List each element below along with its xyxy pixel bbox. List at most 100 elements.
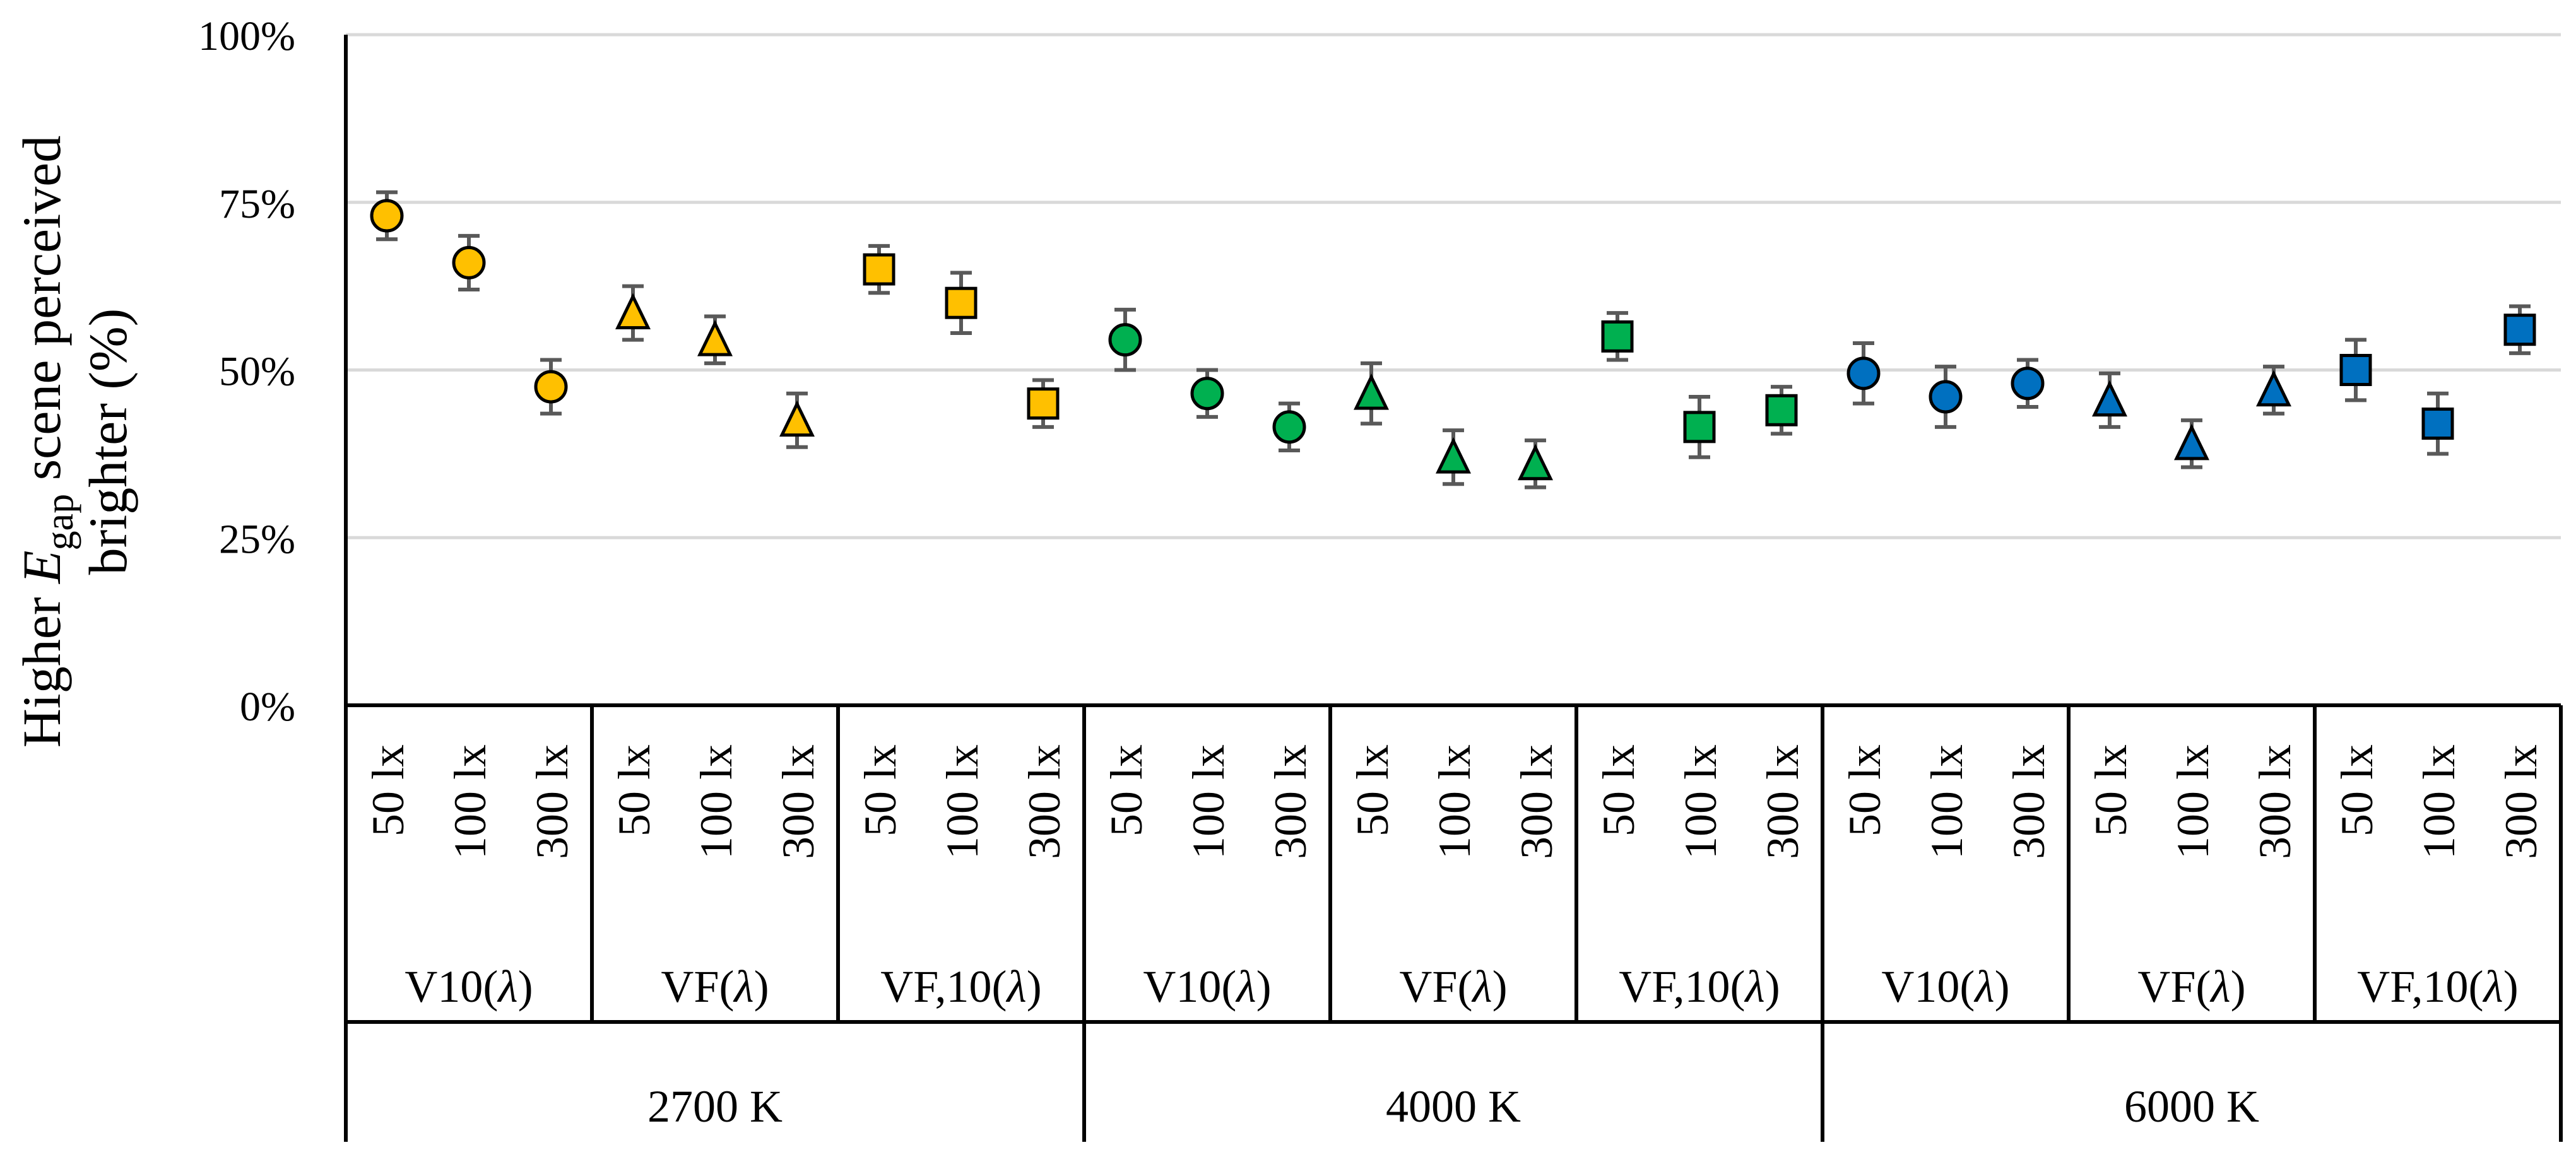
marker-circle [1272, 410, 1306, 444]
data-point-2700K-4 [697, 314, 733, 365]
marker-square [2339, 354, 2372, 386]
function-label-2-0: V10(λ) [1881, 961, 2009, 1012]
marker-square [2421, 408, 2454, 440]
data-point-6000K-4 [2174, 418, 2209, 469]
marker-square [1683, 411, 1716, 443]
x-tick-label-18: 50 lx [1840, 744, 1890, 836]
data-point-2700K-6 [863, 244, 895, 295]
x-tick-label-12: 50 lx [1347, 744, 1398, 836]
data-point-6000K-0 [1846, 341, 1881, 406]
x-tick-label-16: 100 lx [1675, 744, 1726, 859]
x-tick-label-20: 300 lx [2004, 744, 2054, 859]
data-point-6000K-1 [1929, 365, 1963, 429]
data-point-4000K-0 [1108, 307, 1142, 372]
group-label-2: 6000 K [2124, 1081, 2259, 1132]
x-tick-label-22: 100 lx [2168, 744, 2218, 859]
group-label-1: 4000 K [1386, 1081, 1521, 1132]
x-tick-label-23: 300 lx [2250, 744, 2300, 859]
x-tick-label-1: 100 lx [445, 744, 495, 859]
marker-triangle [697, 319, 733, 356]
axes [344, 35, 2563, 1142]
marker-triangle [1518, 443, 1553, 481]
x-tick-label-14: 300 lx [1511, 744, 1562, 859]
marker-square [1765, 394, 1798, 426]
x-tick-label-24: 50 lx [2332, 744, 2382, 836]
marker-triangle [1436, 437, 1471, 474]
x-tick-label-3: 50 lx [609, 744, 659, 836]
data-point-4000K-5 [1518, 438, 1553, 490]
function-label-1-0: V10(λ) [1143, 961, 1271, 1012]
data-point-2700K-0 [370, 190, 404, 242]
x-category-labels: 50 lx 100 lx 300 lx 50 lx 100 lx 300 lx 50 lx 1… [363, 744, 2546, 1132]
x-tick-label-25: 100 lx [2414, 744, 2464, 859]
marker-triangle [779, 400, 815, 437]
y-axis-label-line1: Higher Egap scene perceived [11, 136, 81, 748]
data-point-6000K-8 [2503, 304, 2536, 355]
gridlines [346, 33, 2561, 539]
x-tick-label-7: 100 lx [937, 744, 988, 859]
data-point-4000K-7 [1683, 395, 1716, 459]
data-point-4000K-1 [1190, 368, 1224, 419]
marker-square [1601, 320, 1634, 353]
x-tick-label-15: 50 lx [1593, 744, 1644, 836]
marker-circle [2011, 367, 2045, 401]
x-tick-label-9: 50 lx [1101, 744, 1152, 836]
group-label-0: 2700 K [647, 1081, 783, 1132]
x-tick-label-13: 100 lx [1429, 744, 1480, 859]
marker-square [1027, 387, 1060, 420]
data-marks [370, 190, 2536, 490]
y-tick-label-75: 75% [219, 181, 295, 227]
data-point-2700K-7 [945, 271, 978, 336]
y-tick-labels: 0% 25% 50% 75% 100% [198, 13, 295, 730]
x-tick-label-8: 300 lx [1019, 744, 1070, 859]
x-tick-label-5: 300 lx [773, 744, 824, 859]
function-label-1-1: VF(λ) [1399, 961, 1507, 1012]
marker-circle [1846, 356, 1881, 390]
x-tick-label-2: 300 lx [527, 744, 577, 859]
data-point-6000K-2 [2011, 358, 2045, 409]
function-label-0-1: VF(λ) [661, 961, 769, 1012]
function-label-0-2: VF,10(λ) [880, 961, 1041, 1012]
marker-triangle [1354, 373, 1389, 410]
y-axis-label-line2: brighter (%) [78, 308, 138, 575]
y-tick-label-50: 50% [219, 349, 295, 395]
data-point-2700K-8 [1027, 378, 1060, 429]
x-tick-label-11: 300 lx [1265, 744, 1316, 859]
data-point-4000K-8 [1765, 385, 1798, 436]
function-label-2-2: VF,10(λ) [2357, 961, 2518, 1012]
marker-circle [1929, 380, 1963, 414]
marker-triangle [2092, 380, 2127, 417]
marker-circle [1108, 323, 1142, 357]
marker-triangle [2174, 423, 2209, 461]
x-tick-label-26: 300 lx [2496, 744, 2546, 859]
x-tick-label-19: 100 lx [1922, 744, 1972, 859]
y-tick-label-100: 100% [198, 13, 295, 59]
function-label-0-0: V10(λ) [405, 961, 533, 1012]
data-point-6000K-3 [2092, 371, 2127, 429]
x-tick-label-0: 50 lx [363, 744, 413, 836]
marker-circle [370, 199, 404, 233]
marker-circle [452, 245, 486, 279]
data-point-2700K-1 [452, 233, 486, 291]
data-point-6000K-5 [2256, 365, 2291, 416]
function-label-2-1: VF(λ) [2137, 961, 2245, 1012]
data-point-4000K-4 [1436, 428, 1471, 486]
x-tick-label-21: 50 lx [2086, 744, 2136, 836]
x-tick-label-10: 100 lx [1183, 744, 1234, 859]
data-point-6000K-7 [2421, 391, 2454, 456]
data-point-4000K-6 [1601, 311, 1634, 362]
data-point-4000K-3 [1354, 361, 1389, 426]
y-tick-label-25: 25% [219, 516, 295, 562]
marker-square [863, 253, 895, 286]
function-label-1-2: VF,10(λ) [1619, 961, 1780, 1012]
x-tick-label-6: 50 lx [855, 744, 906, 836]
data-point-2700K-5 [779, 391, 815, 449]
data-point-4000K-2 [1272, 401, 1306, 453]
marker-square [945, 286, 978, 319]
data-point-2700K-2 [534, 358, 568, 416]
marker-square [2503, 314, 2536, 346]
x-tick-label-17: 300 lx [1758, 744, 1808, 859]
marker-triangle [2256, 370, 2291, 407]
x-tick-label-4: 100 lx [691, 744, 741, 859]
